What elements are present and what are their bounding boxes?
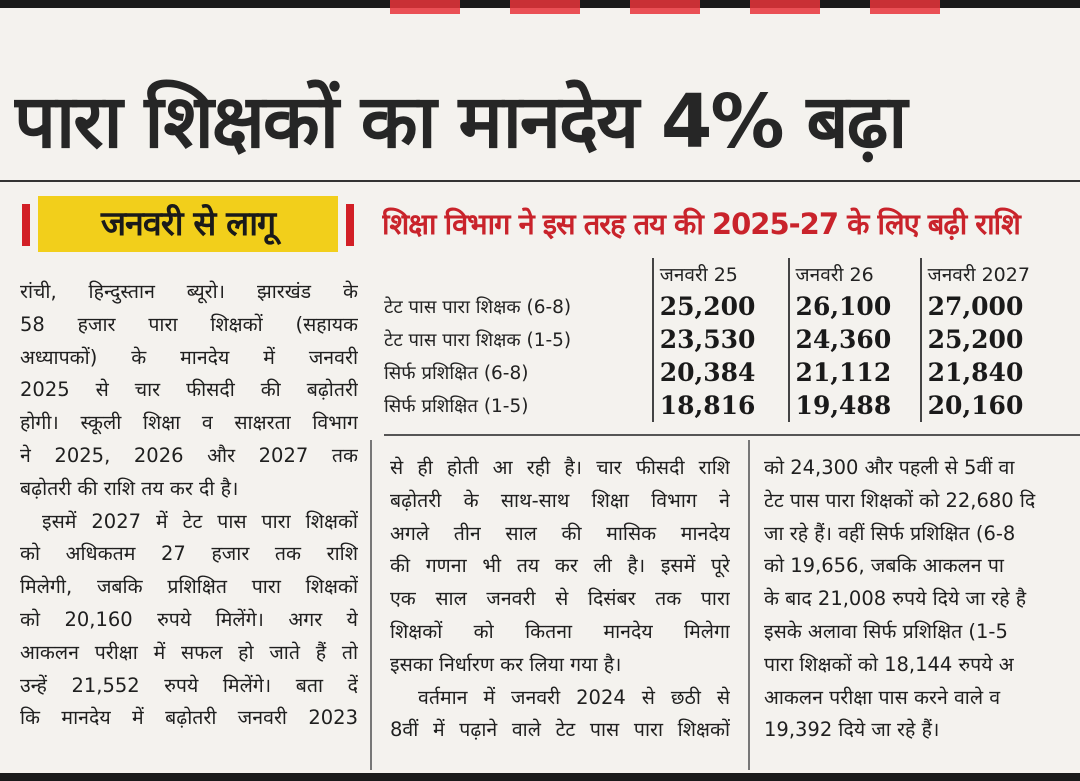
text-line: अगले तीन साल की मासिक मानदेय [390,521,730,545]
text-line: से ही होती आ रही है। चार फीसदी राशि [390,456,730,479]
text-line: बढ़ोतरी की राशि तय कर दी है। [20,476,239,500]
text-line: ने 2025, 2026 और 2027 तक [20,443,358,467]
text-line: की गणना भी तय कर ली है। इसमें पूरे [390,554,730,578]
text-line: कि मानदेय में बढ़ोतरी जनवरी 2023 [20,706,358,730]
table-cell: 25,200 [651,290,789,323]
table-cell: 20,160 [919,389,1080,422]
article-column-2: से ही होती आ रही है। चार फीसदी राशि बढ़ो… [390,452,730,747]
text-line: बढ़ोतरी के साथ-साथ शिक्षा विभाग ने [390,488,730,512]
text-line: पारा शिक्षकों को 18,144 रुपये अ [764,652,1014,676]
table-cell: 20,384 [651,356,789,389]
bottom-border [0,773,1080,781]
table-cell: 25,200 [919,323,1080,356]
table-cell: 19,488 [787,389,921,422]
table-cell: 26,100 [787,290,921,323]
text-line: शिक्षकों को कितना मानदेय मिलेगा [390,619,730,643]
text-line: 8वीं में पढ़ाने वाले टेट पास पारा शिक्षक… [390,718,730,742]
table-header-blank [384,258,653,290]
column-divider [748,440,750,770]
table-header: जनवरी 26 [787,258,921,290]
table-bottom-rule [384,434,1080,436]
row-label: टेट पास पारा शिक्षक (6-8) [384,297,572,318]
text-line: को अधिकतम 27 हजार तक राशि [20,542,358,566]
table-cell: 18,816 [651,389,789,422]
text-line: एक साल जनवरी से दिसंबर तक पारा [390,587,730,611]
text-line: इसमें 2027 में टेट पास पारा शिक्षकों [42,509,358,533]
text-line: को 19,656, जबकि आकलन पा [764,554,1004,578]
table-cell: 21,840 [919,356,1080,389]
table-cell: 24,360 [787,323,921,356]
text-line: के बाद 21,008 रुपये दिये जा रहे है [764,587,1027,611]
headline-rule [0,180,1080,182]
row-label: सिर्फ प्रशिक्षित (1-5) [384,396,529,417]
text-line: वर्तमान में जनवरी 2024 से छठी से [418,685,730,709]
kicker-label: जनवरी से लागू [38,196,338,252]
text-line: उन्हें 21,552 रुपये मिलेंगे। बता दें [20,673,358,697]
table-header-row: जनवरी 25 जनवरी 26 जनवरी 2027 [384,258,1080,290]
kicker: जनवरी से लागू [18,196,358,256]
kicker-bar-right [346,204,354,246]
article-column-1: रांची, हिन्दुस्तान ब्यूरो। झारखंड के 58 … [20,276,358,735]
row-label: सिर्फ प्रशिक्षित (6-8) [384,363,529,384]
column-divider [370,440,372,770]
text-line: आकलन परीक्षा में सफल हो जाते हैं तो [20,640,358,664]
table-row: सिर्फ प्रशिक्षित (6-8) 20,384 21,112 21,… [384,356,1080,389]
table-row: टेट पास पारा शिक्षक (1-5) 23,530 24,360 … [384,323,1080,356]
text-line: अध्यापकों) के मानदेय में जनवरी [20,345,358,369]
table-cell: 27,000 [919,290,1080,323]
headline: पारा शिक्षकों का मानदेय 4% बढ़ा [14,79,907,165]
text-line: जा रहे हैं। वहीं सिर्फ प्रशिक्षित (6-8 [764,521,1016,545]
kicker-bar-left [22,204,30,246]
text-line: 2025 से चार फीसदी की बढ़ोतरी [20,378,358,402]
masthead-fragment [390,0,990,14]
table-cell: 21,112 [787,356,921,389]
table-row: सिर्फ प्रशिक्षित (1-5) 18,816 19,488 20,… [384,389,1080,422]
table-cell: 23,530 [651,323,789,356]
table-header: जनवरी 25 [651,258,789,290]
table-row: टेट पास पारा शिक्षक (6-8) 25,200 26,100 … [384,290,1080,323]
rate-table: जनवरी 25 जनवरी 26 जनवरी 2027 टेट पास पार… [384,258,1080,422]
table-title: शिक्षा विभाग ने इस तरह तय की 2025-27 के … [382,207,1021,241]
text-line: को 24,300 और पहली से 5वीं वा [764,456,1015,479]
text-line: होगी। स्कूली शिक्षा व साक्षरता विभाग [20,411,358,435]
text-line: को 20,160 रुपये मिलेंगे। अगर ये [20,607,358,631]
text-line: 19,392 दिये जा रहे हैं। [764,718,940,742]
text-line: इसका निर्धारण कर लिया गया है। [390,652,622,676]
text-line: इसके अलावा सिर्फ प्रशिक्षित (1-5 [764,619,1008,643]
table-header: जनवरी 2027 [919,258,1080,290]
text-line: टेट पास पारा शिक्षकों को 22,680 दि [764,488,1036,512]
row-label: टेट पास पारा शिक्षक (1-5) [384,330,572,351]
text-line: आकलन परीक्षा पास करने वाले व [764,685,1001,709]
text-line: रांची, हिन्दुस्तान ब्यूरो। झारखंड के [20,280,358,303]
text-line: 58 हजार पारा शिक्षकों (सहायक [20,312,358,336]
article-column-3: को 24,300 और पहली से 5वीं वा टेट पास पार… [764,452,1080,747]
text-line: मिलेगी, जबकि प्रशिक्षित पारा शिक्षकों [20,575,358,599]
